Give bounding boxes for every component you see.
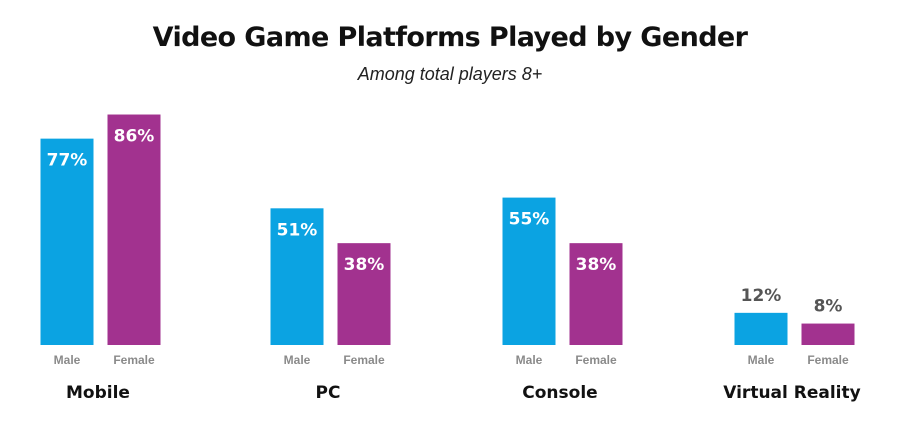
series-label-virtual-reality-female: Female xyxy=(807,353,849,367)
series-label-pc-female: Female xyxy=(343,353,385,367)
series-label-console-male: Male xyxy=(516,353,543,367)
bar-virtual-reality-female xyxy=(801,323,855,345)
series-label-mobile-female: Female xyxy=(113,353,155,367)
category-label-pc: PC xyxy=(316,383,341,403)
category-label-mobile: Mobile xyxy=(66,383,130,403)
value-label-virtual-reality-male: 12% xyxy=(741,286,782,306)
series-label-pc-male: Male xyxy=(284,353,311,367)
bar-pc-female xyxy=(337,243,391,345)
series-label-console-female: Female xyxy=(575,353,617,367)
value-label-pc-male: 51% xyxy=(277,220,318,240)
value-label-pc-female: 38% xyxy=(344,255,385,275)
value-label-mobile-female: 86% xyxy=(114,127,155,147)
value-label-virtual-reality-female: 8% xyxy=(814,297,843,317)
category-label-console: Console xyxy=(522,383,597,403)
value-label-console-male: 55% xyxy=(509,210,550,230)
chart-subtitle: Among total players 8+ xyxy=(357,64,543,84)
value-label-console-female: 38% xyxy=(576,255,617,275)
series-label-virtual-reality-male: Male xyxy=(748,353,775,367)
bar-mobile-female xyxy=(107,114,161,346)
bar-console-male xyxy=(502,197,556,345)
bar-pc-male xyxy=(270,208,324,345)
series-label-mobile-male: Male xyxy=(54,353,81,367)
bar-virtual-reality-male xyxy=(734,312,788,345)
chart-title: Video Game Platforms Played by Gender xyxy=(152,22,748,53)
value-label-mobile-male: 77% xyxy=(47,151,88,171)
category-label-virtual-reality: Virtual Reality xyxy=(723,383,860,403)
bar-mobile-male xyxy=(40,138,94,345)
bar-console-female xyxy=(569,243,623,345)
